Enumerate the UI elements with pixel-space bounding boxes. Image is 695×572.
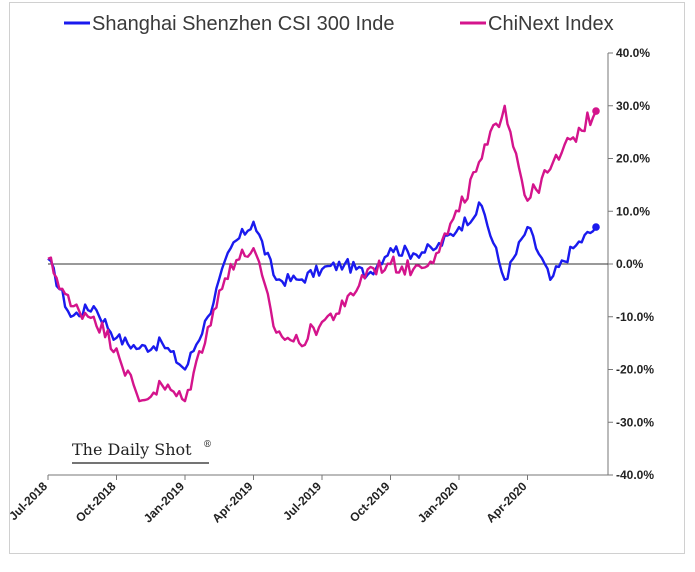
series-endpoint-chinext xyxy=(592,107,600,115)
chart-frame: Shanghai Shenzhen CSI 300 Inde ChiNext I… xyxy=(9,2,685,554)
x-tick-label: Jul-2018 xyxy=(10,479,50,523)
source-mark: ® xyxy=(203,440,212,450)
y-tick-label: -30.0% xyxy=(616,415,654,429)
y-tick-label: 30.0% xyxy=(616,99,650,113)
x-tick-label: Jan-2020 xyxy=(415,479,461,525)
series-layer xyxy=(47,104,600,403)
y-tick-label: 20.0% xyxy=(616,152,650,166)
y-tick-label: 40.0% xyxy=(616,46,650,60)
series-endpoint-csi300 xyxy=(592,223,600,231)
legend-label-csi300: Shanghai Shenzhen CSI 300 Inde xyxy=(92,13,394,35)
y-axis-ticks: 40.0% 30.0% 20.0% 10.0% 0.0% -10.0% -20.0% -30.… xyxy=(608,46,654,482)
source-label: The Daily Shot xyxy=(72,440,192,459)
y-tick-label: -40.0% xyxy=(616,468,654,482)
x-tick-label: Oct-2018 xyxy=(73,479,119,525)
series-line-chinext xyxy=(47,104,598,403)
series-line-csi300 xyxy=(47,201,597,371)
line-chart: Shanghai Shenzhen CSI 300 Inde ChiNext I… xyxy=(10,13,654,525)
x-tick-label: Jul-2019 xyxy=(280,479,324,523)
x-tick-label: Apr-2020 xyxy=(483,479,529,525)
x-tick-label: Apr-2019 xyxy=(209,479,255,525)
x-tick-label: Oct-2019 xyxy=(347,479,393,525)
legend: Shanghai Shenzhen CSI 300 Inde ChiNext I… xyxy=(64,13,614,35)
y-tick-label: -10.0% xyxy=(616,310,654,324)
y-tick-label: -20.0% xyxy=(616,363,654,377)
legend-label-chinext: ChiNext Index xyxy=(488,13,614,35)
y-tick-label: 0.0% xyxy=(616,257,644,271)
y-tick-label: 10.0% xyxy=(616,204,650,218)
x-axis-ticks: Jul-2018 Oct-2018 Jan-2019 Apr-2019 Jul-2019… xyxy=(10,475,530,525)
x-tick-label: Jan-2019 xyxy=(141,479,187,525)
